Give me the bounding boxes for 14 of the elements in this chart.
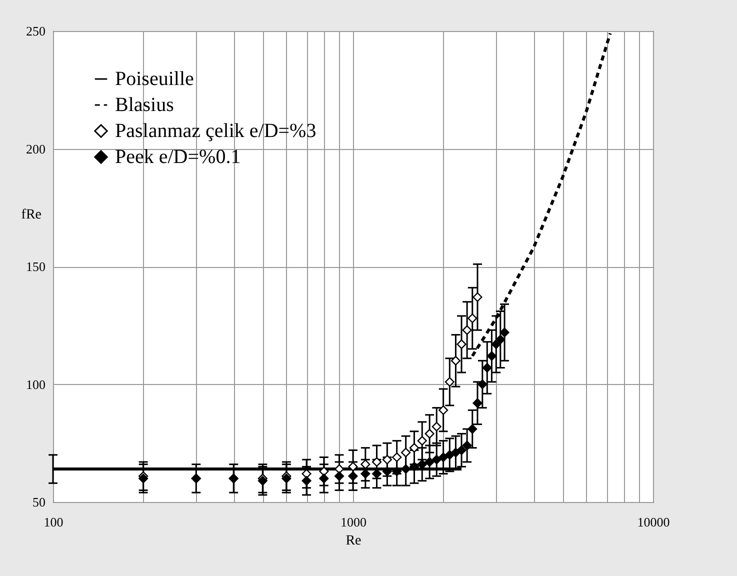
x-axis-title: Re <box>346 534 362 548</box>
legend-label: Peek e/D=%0.1 <box>115 146 241 168</box>
y-tick-label: 50 <box>32 494 46 510</box>
legend-label: Blasius <box>115 94 174 116</box>
x-tick-label: 100 <box>44 514 64 530</box>
y-tick-label: 100 <box>26 376 46 392</box>
x-tick-label: 1000 <box>340 514 366 530</box>
x-tick-label: 10000 <box>637 514 670 530</box>
y-axis-title: fRe <box>21 208 42 222</box>
y-tick-label: 250 <box>26 24 46 38</box>
y-tick-label: 200 <box>26 141 46 156</box>
legend-label: Poiseuille <box>115 68 194 90</box>
y-tick-label: 150 <box>26 259 46 274</box>
legend-label: Paslanmaz çelik e/D=%3 <box>115 120 316 142</box>
